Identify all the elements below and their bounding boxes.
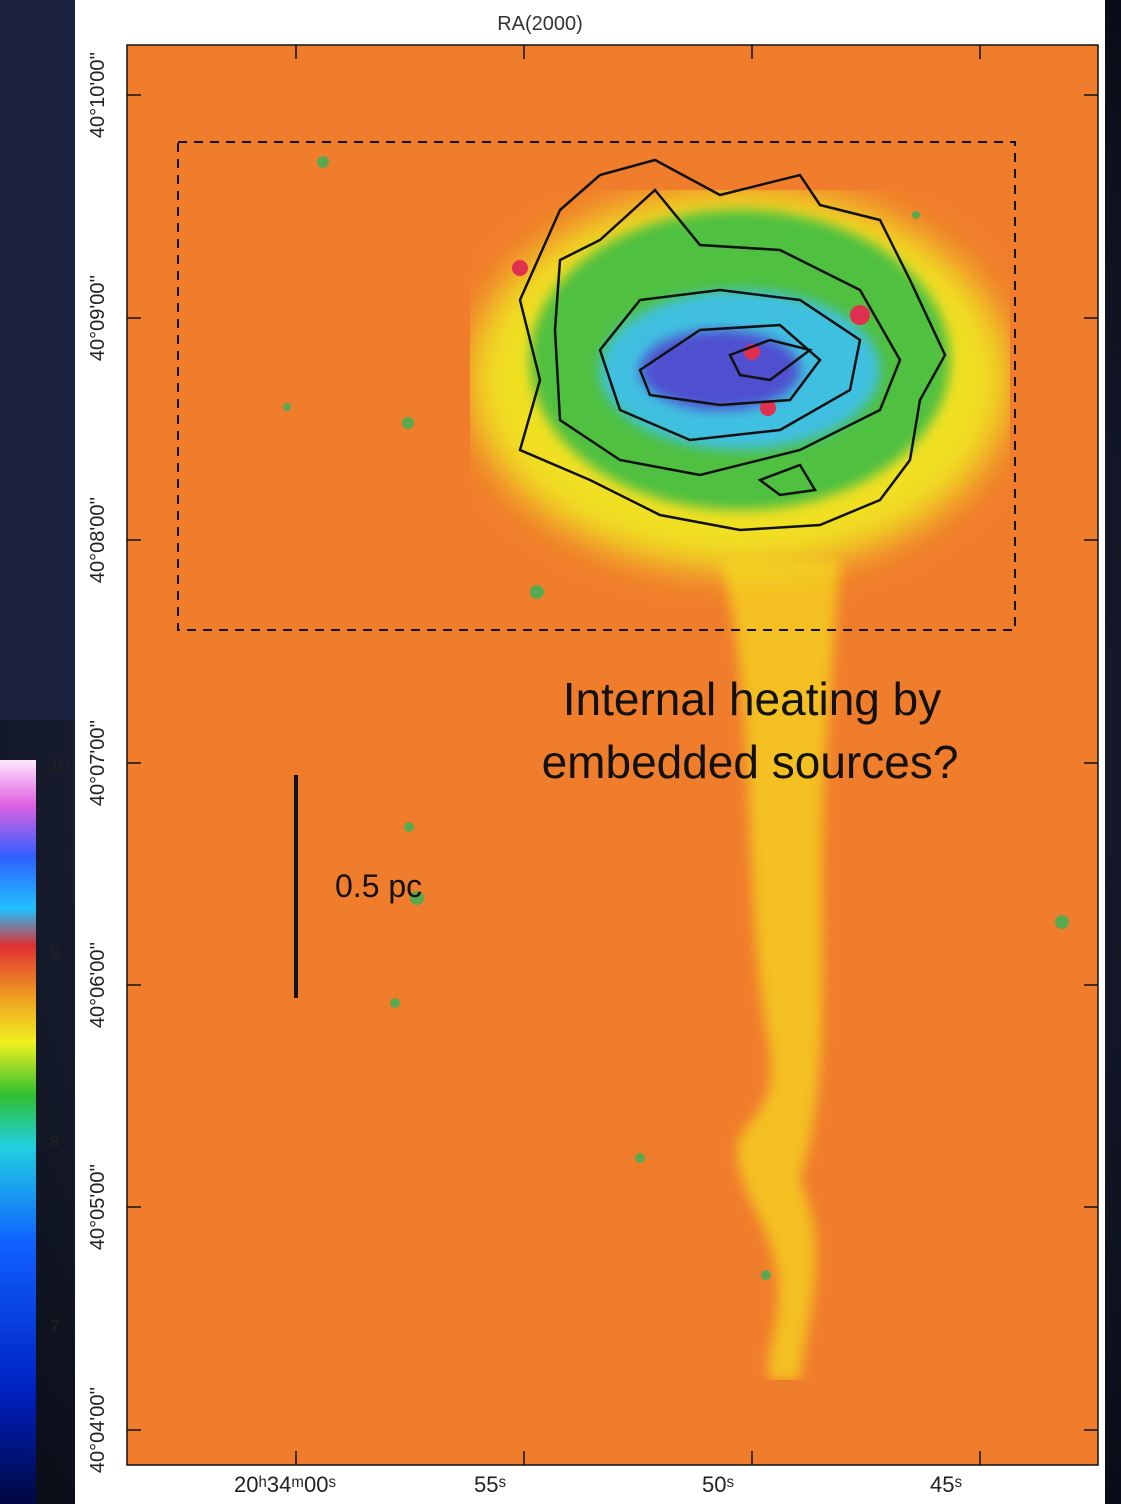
dec-label: 40°08'00'': [87, 497, 109, 583]
dec-label: 40°07'00'': [87, 720, 109, 806]
colorbar-label: 10: [50, 755, 69, 774]
colorbar-label: 8: [50, 1132, 59, 1151]
scale-bar-label: 0.5 pc: [335, 868, 422, 904]
page: 0.5 pc Internal heating by embedded sour…: [0, 0, 1121, 1504]
dec-label: 40°09'00'': [87, 275, 109, 361]
dec-label: 40°05'00'': [87, 1164, 109, 1250]
colorbar-label: 7: [50, 1317, 59, 1336]
annotation: embedded sources?: [542, 736, 959, 788]
dec-label: 40°06'00'': [87, 942, 109, 1028]
dec-label: 40°10'00'': [87, 52, 109, 138]
ra-label: 45ˢ: [930, 1472, 962, 1497]
ra-label: 55ˢ: [474, 1472, 506, 1497]
left-image: [0, 0, 76, 720]
ra-label: 50ˢ: [702, 1472, 734, 1497]
slide: 0.5 pc Internal heating by embedded sour…: [0, 0, 1121, 1504]
dec-label: 40°04'00'': [87, 1387, 109, 1473]
colorbar: [0, 760, 36, 1504]
colorbar-label: 9: [50, 943, 59, 962]
ra-label: 20ʰ34ᵐ00ˢ: [234, 1472, 336, 1497]
annotation: Internal heating by: [563, 673, 942, 725]
x-axis-title: RA(2000): [497, 13, 583, 35]
